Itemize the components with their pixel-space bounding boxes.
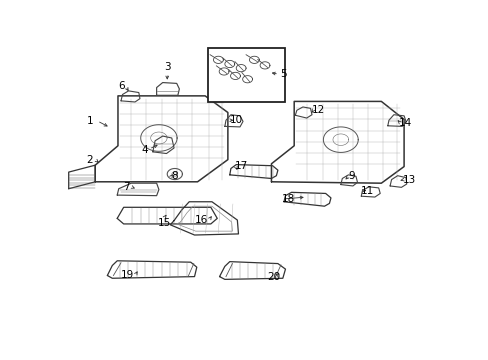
Text: 5: 5 bbox=[280, 69, 286, 79]
Text: 12: 12 bbox=[311, 105, 325, 115]
Text: 8: 8 bbox=[171, 171, 177, 181]
Text: 4: 4 bbox=[142, 145, 148, 155]
Text: 19: 19 bbox=[121, 270, 134, 280]
Text: 6: 6 bbox=[118, 81, 124, 91]
Text: 7: 7 bbox=[123, 182, 130, 192]
Text: 15: 15 bbox=[157, 219, 170, 228]
Text: 1: 1 bbox=[86, 116, 93, 126]
Text: 16: 16 bbox=[195, 215, 208, 225]
Text: 17: 17 bbox=[234, 161, 247, 171]
Text: 2: 2 bbox=[86, 155, 93, 165]
Text: 18: 18 bbox=[281, 194, 294, 204]
Text: 14: 14 bbox=[398, 118, 411, 128]
Text: 3: 3 bbox=[163, 62, 170, 72]
Text: 13: 13 bbox=[402, 175, 415, 185]
Text: 10: 10 bbox=[229, 115, 243, 125]
Text: 9: 9 bbox=[347, 171, 354, 181]
Text: 11: 11 bbox=[361, 186, 374, 196]
Text: 20: 20 bbox=[266, 271, 280, 282]
Bar bbox=[208, 48, 285, 102]
